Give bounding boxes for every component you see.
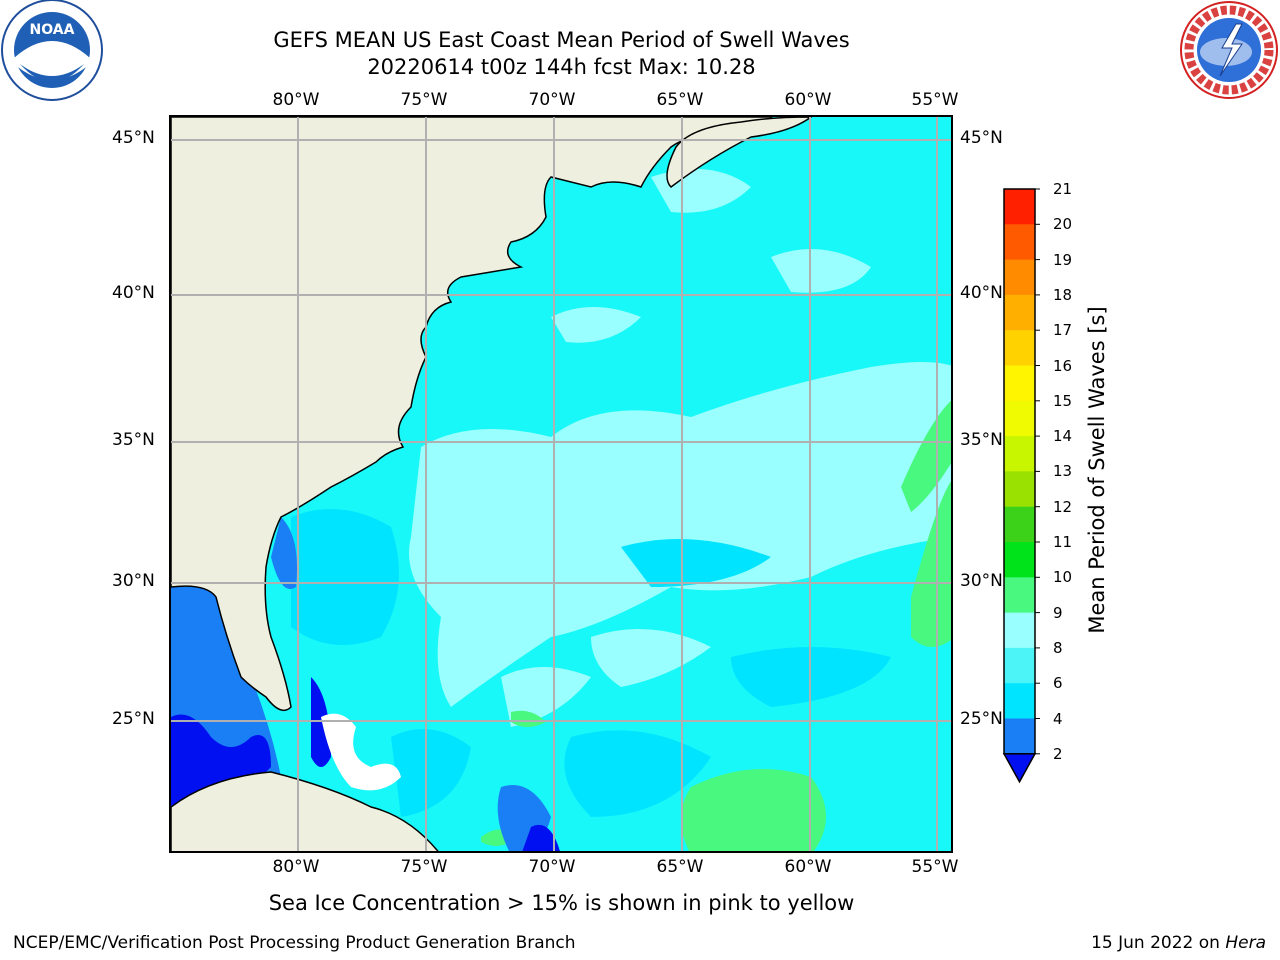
- colorbar-tick-label: 17: [1053, 321, 1073, 340]
- lon-label-bottom: 75°W: [400, 857, 448, 877]
- colorbar: [1002, 188, 1040, 784]
- lon-label-top: 55°W: [911, 90, 959, 110]
- sea-ice-note: Sea Ice Concentration > 15% is shown in …: [268, 891, 855, 915]
- lat-label-left: 30°N: [112, 571, 155, 591]
- colorbar-tick-label: 10: [1053, 568, 1073, 587]
- colorbar-segment: [1004, 471, 1035, 508]
- lon-label-top: 70°W: [528, 90, 576, 110]
- map-panel: [169, 115, 953, 853]
- colorbar-tick-label: 8: [1053, 638, 1063, 657]
- lon-label-bottom: 60°W: [784, 857, 832, 877]
- colorbar-title: Mean Period of Swell Waves [s]: [1085, 306, 1109, 634]
- colorbar-tick-label: 9: [1053, 603, 1063, 622]
- colorbar-segment: [1004, 400, 1035, 437]
- colorbar-segment: [1004, 365, 1035, 402]
- colorbar-tick-label: 19: [1053, 250, 1073, 269]
- lon-label-top: 65°W: [656, 90, 704, 110]
- lat-label-right: 25°N: [960, 709, 1003, 729]
- lat-label-right: 45°N: [960, 128, 1003, 148]
- lon-label-bottom: 70°W: [528, 857, 576, 877]
- date-stamp: 15 Jun 2022 on Hera: [1091, 933, 1266, 953]
- lon-label-top: 80°W: [272, 90, 320, 110]
- colorbar-tick-label: 18: [1053, 285, 1073, 304]
- colorbar-segment: [1004, 683, 1035, 719]
- colorbar-tick-label: 2: [1053, 744, 1063, 763]
- machine-name: Hera: [1225, 933, 1266, 953]
- swell-band-light: [409, 169, 951, 727]
- lon-label-top: 60°W: [784, 90, 832, 110]
- colorbar-segment: [1004, 647, 1035, 684]
- colorbar-segment: [1004, 189, 1035, 225]
- swell-band-green: [481, 400, 951, 851]
- colorbar-tick-label: 12: [1053, 497, 1073, 516]
- map-canvas: [171, 117, 951, 851]
- colorbar-tick-label: 15: [1053, 391, 1073, 410]
- colorbar-tick-label: 14: [1053, 427, 1073, 446]
- chart-subtitle: 20220614 t00z 144h fcst Max: 10.28: [367, 55, 756, 79]
- colorbar-segment: [1004, 542, 1035, 578]
- colorbar-segment: [1004, 330, 1035, 366]
- colorbar-segment: [1004, 612, 1035, 649]
- colorbar-tick-label: 13: [1053, 462, 1073, 481]
- colorbar-tick-label: 6: [1053, 674, 1063, 693]
- land-cuba: [171, 771, 439, 851]
- colorbar-tick-label: 16: [1053, 356, 1073, 375]
- land-us: [171, 117, 774, 712]
- noaa-logo: NOAA: [0, 0, 104, 104]
- colorbar-tick-label: 11: [1053, 533, 1073, 551]
- lat-label-left: 40°N: [112, 283, 155, 303]
- colorbar-segment: [1004, 294, 1035, 331]
- lon-label-bottom: 55°W: [911, 857, 959, 877]
- lat-label-left: 25°N: [112, 709, 155, 729]
- colorbar-under-arrow: [1002, 753, 1037, 784]
- graticule: [171, 117, 951, 851]
- colorbar-tick-label: 21: [1053, 180, 1073, 198]
- lon-label-top: 75°W: [400, 90, 448, 110]
- lat-label-right: 35°N: [960, 430, 1003, 450]
- lat-label-left: 35°N: [112, 430, 155, 450]
- colorbar-segment: [1004, 718, 1035, 755]
- colorbar-segment: [1004, 224, 1035, 261]
- colorbar-tick-label: 20: [1053, 215, 1073, 234]
- colorbar-tick-label: 4: [1053, 709, 1063, 728]
- land-nova-scotia: [666, 117, 813, 188]
- chart-title: GEFS MEAN US East Coast Mean Period of S…: [273, 28, 850, 52]
- lat-label-left: 45°N: [112, 128, 155, 148]
- colorbar-segment: [1004, 506, 1035, 543]
- colorbar-segment: [1004, 577, 1035, 614]
- lon-label-bottom: 80°W: [272, 857, 320, 877]
- credit-text: NCEP/EMC/Verification Post Processing Pr…: [13, 933, 576, 953]
- colorbar-segment: [1004, 436, 1035, 472]
- lat-label-right: 30°N: [960, 571, 1003, 591]
- lat-label-right: 40°N: [960, 283, 1003, 303]
- noaa-logo-text: NOAA: [30, 22, 75, 38]
- nws-logo: [1178, 0, 1280, 102]
- bahamas-bank: [321, 713, 401, 791]
- colorbar-segment: [1004, 259, 1035, 296]
- lon-label-bottom: 65°W: [656, 857, 704, 877]
- date-text: 15 Jun 2022 on: [1091, 933, 1226, 953]
